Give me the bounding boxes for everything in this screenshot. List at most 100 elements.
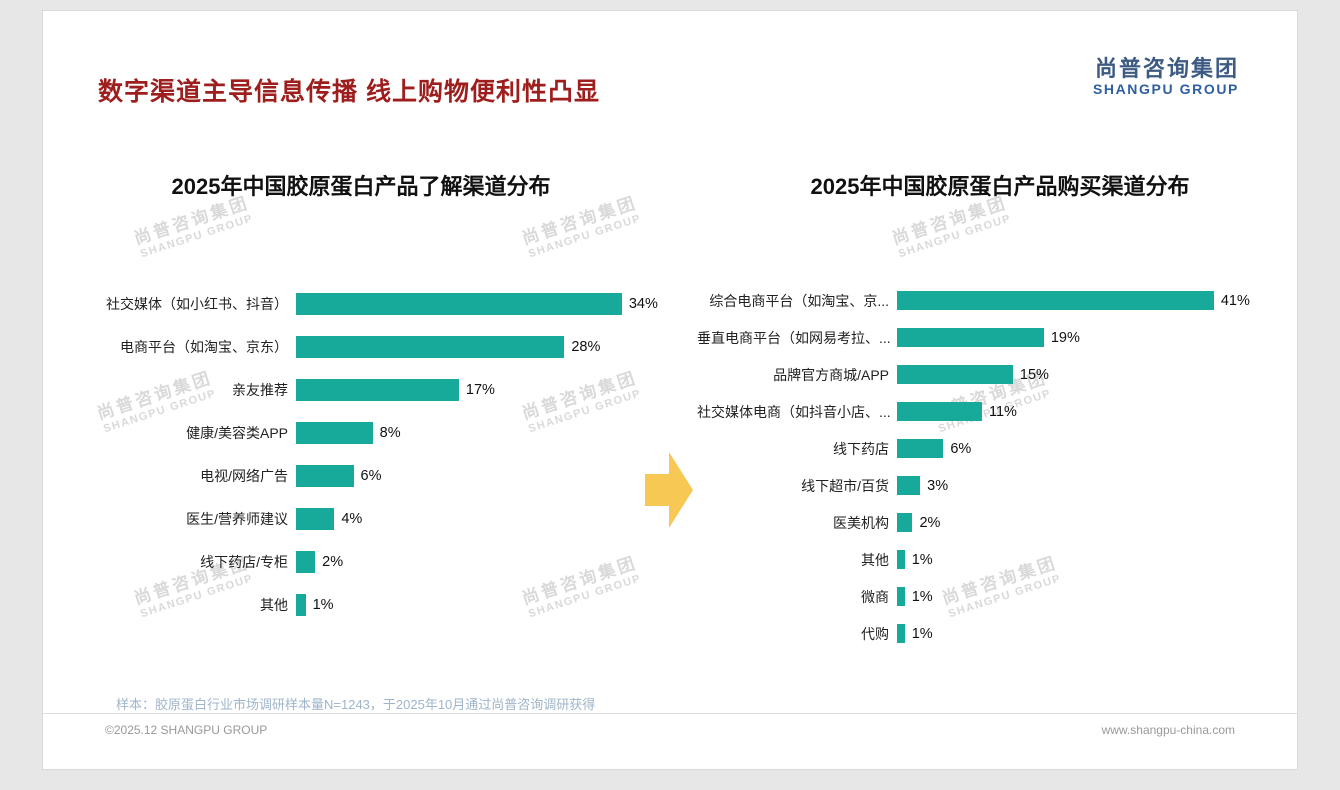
bar-track: 6% [897,439,1237,458]
bar-row: 综合电商平台（如淘宝、京... 41% [697,282,1250,319]
value-label: 6% [360,467,382,484]
value-label: 8% [379,424,401,441]
chart-purchase-channels: 2025年中国胶原蛋白产品购买渠道分布 综合电商平台（如淘宝、京... 41% … [697,172,1250,652]
bar-row: 线下超市/百货 3% [697,467,1237,504]
value-label: 3% [927,477,949,494]
category-label: 代购 [861,625,889,642]
bar-track: 1% [897,587,1237,606]
bar-track: 17% [296,378,641,401]
value-label: 2% [919,514,941,531]
transition-arrow [641,172,697,528]
value-label: 4% [341,510,363,527]
bar-track: 6% [296,464,641,487]
value-label: 11% [989,403,1017,420]
value-label: 6% [950,440,972,457]
bar-track: 19% [897,328,1237,347]
bar-row: 医生/营养师建议 4% [81,497,641,540]
category-label: 线下药店 [833,440,889,457]
bar-row: 电视/网络广告 6% [81,454,641,497]
category-label: 其他 [861,551,889,568]
bar [296,335,565,358]
category-label: 综合电商平台（如淘宝、京... [709,292,889,309]
bar [897,550,905,569]
bar-row: 微商 1% [697,578,1237,615]
page-title: 数字渠道主导信息传播 线上购物便利性凸显 [98,78,600,106]
bar [897,476,921,495]
chart-title-right: 2025年中国胶原蛋白产品购买渠道分布 [810,174,1190,199]
bar-row: 线下药店 6% [697,430,1237,467]
value-label: 15% [1019,366,1049,383]
bar-track: 3% [897,476,1237,495]
value-label: 41% [1220,292,1250,309]
brand-logo-en: SHANGPU GROUP [1092,81,1239,98]
bar-track: 1% [897,550,1237,569]
bar-row: 其他 1% [697,541,1237,578]
value-label: 34% [628,295,658,312]
bar-track: 15% [897,365,1237,384]
bar-track: 1% [296,593,641,616]
website-text: www.shangpu-china.com [1101,723,1235,737]
chart-title-left: 2025年中国胶原蛋白产品了解渠道分布 [171,174,551,199]
copyright-text: ©2025.12 SHANGPU GROUP [105,723,268,737]
category-label: 垂直电商平台（如网易考拉、... [697,329,891,346]
value-label: 19% [1050,329,1080,346]
category-label: 其他 [260,596,288,613]
bar [296,550,316,573]
slide: 尚普咨询集团 SHANGPU GROUP 尚普咨询集团 SHANGPU GROUP 尚普… [42,10,1298,770]
brand-logo-cn: 尚普咨询集团 [1094,56,1239,81]
category-label: 健康/美容类APP [186,424,288,441]
bar [897,328,1044,347]
chart-rows-left: 社交媒体（如小红书、抖音） 34% 电商平台（如淘宝、京东） 28% 亲友推荐 … [81,282,658,626]
bar [296,593,306,616]
category-label: 医生/营养师建议 [186,510,288,527]
bar-track: 28% [296,335,641,358]
bar-track: 11% [897,402,1237,421]
bar-row: 线下药店/专柜 2% [81,540,641,583]
bar-track: 2% [897,513,1237,532]
bar-track: 8% [296,421,641,444]
value-label: 28% [571,338,601,355]
bar-track: 4% [296,507,641,530]
category-label: 电视/网络广告 [200,467,288,484]
bar-row: 代购 1% [697,615,1237,652]
bar-row: 社交媒体（如小红书、抖音） 34% [81,282,658,325]
bar-row: 健康/美容类APP 8% [81,411,641,454]
bar [897,439,944,458]
bar-row: 亲友推荐 17% [81,368,641,411]
category-label: 医美机构 [833,514,889,531]
bar [296,464,354,487]
category-label: 社交媒体电商（如抖音小店、... [697,403,891,420]
category-label: 亲友推荐 [232,381,288,398]
bar [296,378,459,401]
value-label: 2% [322,553,344,570]
category-label: 电商平台（如淘宝、京东） [120,338,288,355]
bar [897,402,982,421]
bar-track: 41% [897,291,1250,310]
slide-header: 数字渠道主导信息传播 线上购物便利性凸显 尚普咨询集团 SHANGPU GROU… [43,11,1297,108]
bar [296,292,622,315]
value-label: 1% [911,551,933,568]
bar [897,587,905,606]
brand-logo: 尚普咨询集团 SHANGPU GROUP [1093,56,1239,97]
sample-note: 样本：胶原蛋白行业市场调研样本量N=1243，于2025年10月通过尚普咨询调研… [116,697,596,712]
chart-rows-right: 综合电商平台（如淘宝、京... 41% 垂直电商平台（如网易考拉、... 19%… [697,282,1250,652]
value-label: 17% [465,381,495,398]
slide-footer: ©2025.12 SHANGPU GROUP www.shangpu-china… [43,713,1297,737]
category-label: 线下药店/专柜 [200,553,288,570]
category-label: 社交媒体（如小红书、抖音） [106,295,288,312]
bar [897,513,913,532]
chart-awareness-channels: 2025年中国胶原蛋白产品了解渠道分布 社交媒体（如小红书、抖音） 34% 电商… [81,172,658,626]
bar [897,365,1013,384]
bar-track: 2% [296,550,641,573]
bar [296,507,335,530]
category-label: 微商 [861,588,889,605]
bar [897,291,1214,310]
value-label: 1% [911,588,933,605]
right-arrow-icon [645,452,693,528]
bar-row: 垂直电商平台（如网易考拉、... 19% [697,319,1237,356]
bar-track: 1% [897,624,1237,643]
bar-row: 社交媒体电商（如抖音小店、... 11% [697,393,1237,430]
charts-area: 2025年中国胶原蛋白产品了解渠道分布 社交媒体（如小红书、抖音） 34% 电商… [43,172,1297,652]
category-label: 线下超市/百货 [801,477,889,494]
bar-row: 其他 1% [81,583,641,626]
